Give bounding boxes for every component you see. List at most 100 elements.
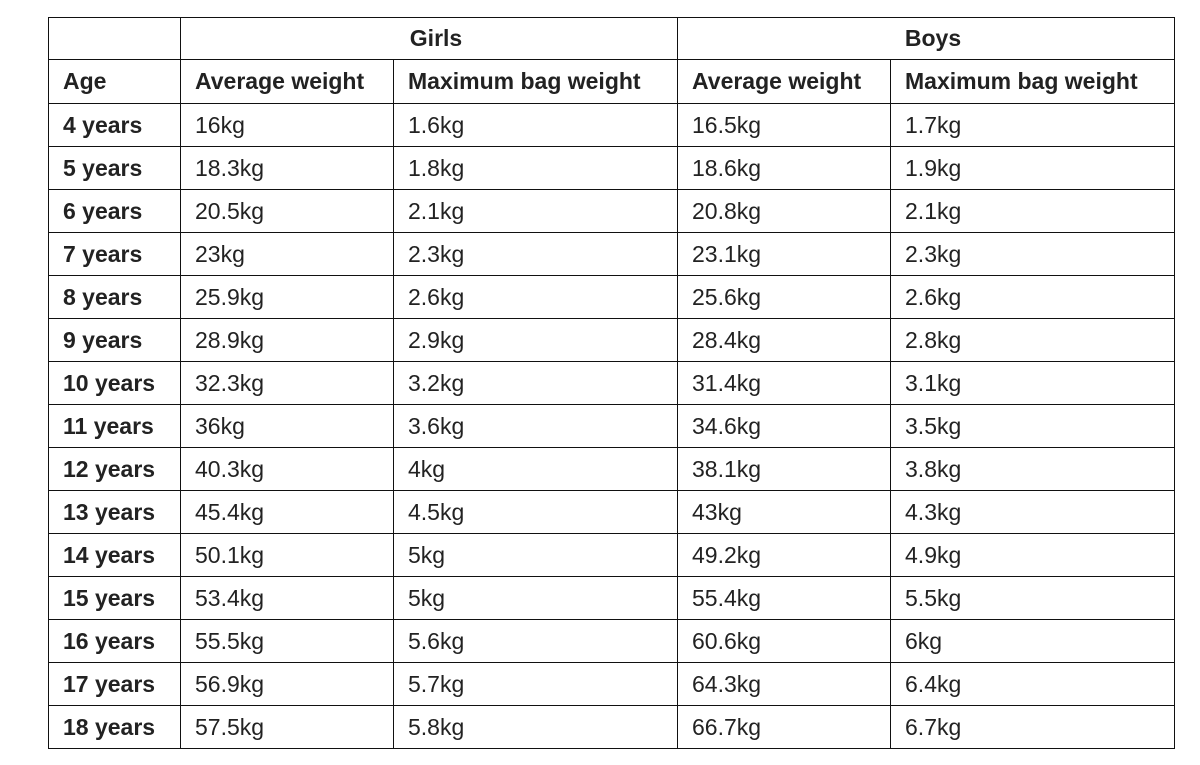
column-header: Maximum bag weight xyxy=(392,59,679,104)
weight-cell: 36kg xyxy=(180,404,394,448)
age-cell: 6 years xyxy=(48,189,181,233)
weight-cell: 2.9kg xyxy=(392,318,679,362)
table-row: 18 years 57.5kg 5.8kg 66.7kg 6.7kg xyxy=(48,705,1176,749)
column-header: Average weight xyxy=(180,59,394,104)
weight-cell: 23.1kg xyxy=(677,232,892,276)
weight-cell: 53.4kg xyxy=(180,576,394,620)
weight-cell: 3.2kg xyxy=(392,361,679,405)
table-row: 12 years 40.3kg 4kg 38.1kg 3.8kg xyxy=(48,447,1176,491)
column-header: Age xyxy=(48,59,181,104)
weight-table: Girls Boys Age Average weight Maximum bag … xyxy=(48,17,1176,749)
weight-cell: 60.6kg xyxy=(677,619,892,663)
weight-cell: 28.9kg xyxy=(180,318,394,362)
weight-cell: 18.6kg xyxy=(677,146,892,190)
weight-cell: 28.4kg xyxy=(677,318,892,362)
weight-cell: 32.3kg xyxy=(180,361,394,405)
age-cell: 11 years xyxy=(48,404,181,448)
empty-cell xyxy=(48,17,181,60)
age-cell: 9 years xyxy=(48,318,181,362)
weight-cell: 55.5kg xyxy=(180,619,394,663)
table-row: 8 years 25.9kg 2.6kg 25.6kg 2.6kg xyxy=(48,275,1176,319)
weight-cell: 4kg xyxy=(392,447,679,491)
age-cell: 14 years xyxy=(48,533,181,577)
weight-cell: 18.3kg xyxy=(180,146,394,190)
table-row: 16 years 55.5kg 5.6kg 60.6kg 6kg xyxy=(48,619,1176,663)
table-row: 15 years 53.4kg 5kg 55.4kg 5.5kg xyxy=(48,576,1176,620)
weight-cell: 38.1kg xyxy=(677,447,892,491)
weight-cell: 5kg xyxy=(392,576,679,620)
age-cell: 8 years xyxy=(48,275,181,319)
weight-cell: 25.6kg xyxy=(677,275,892,319)
weight-cell: 1.6kg xyxy=(392,103,679,147)
weight-cell: 5.8kg xyxy=(392,705,679,749)
weight-cell: 6.4kg xyxy=(890,662,1176,706)
weight-cell: 50.1kg xyxy=(180,533,394,577)
weight-cell: 16.5kg xyxy=(677,103,892,147)
weight-cell: 1.7kg xyxy=(890,103,1176,147)
table-row: 5 years 18.3kg 1.8kg 18.6kg 1.9kg xyxy=(48,146,1176,190)
weight-cell: 56.9kg xyxy=(180,662,394,706)
weight-cell: 2.1kg xyxy=(392,189,679,233)
weight-cell: 5.7kg xyxy=(392,662,679,706)
age-cell: 12 years xyxy=(48,447,181,491)
weight-cell: 3.1kg xyxy=(890,361,1176,405)
weight-cell: 34.6kg xyxy=(677,404,892,448)
column-header: Average weight xyxy=(677,59,892,104)
group-header: Girls xyxy=(179,17,679,60)
weight-cell: 6.7kg xyxy=(890,705,1176,749)
weight-cell: 1.9kg xyxy=(890,146,1176,190)
table-row: 13 years 45.4kg 4.5kg 43kg 4.3kg xyxy=(48,490,1176,534)
group-header-row: Girls Boys xyxy=(48,17,1176,60)
weight-cell: 31.4kg xyxy=(677,361,892,405)
age-cell: 17 years xyxy=(48,662,181,706)
weight-cell: 2.3kg xyxy=(890,232,1176,276)
table-body: 4 years 16kg 1.6kg 16.5kg 1.7kg 5 years 18.3kg… xyxy=(48,103,1176,749)
column-header-row: Age Average weight Maximum bag weight Avera… xyxy=(48,59,1176,104)
group-header: Boys xyxy=(677,17,1176,60)
weight-cell: 5kg xyxy=(392,533,679,577)
weight-cell: 23kg xyxy=(180,232,394,276)
age-cell: 7 years xyxy=(48,232,181,276)
weight-cell: 2.6kg xyxy=(890,275,1176,319)
weight-cell: 2.8kg xyxy=(890,318,1176,362)
age-cell: 16 years xyxy=(48,619,181,663)
table-row: 9 years 28.9kg 2.9kg 28.4kg 2.8kg xyxy=(48,318,1176,362)
weight-cell: 66.7kg xyxy=(677,705,892,749)
table-row: 11 years 36kg 3.6kg 34.6kg 3.5kg xyxy=(48,404,1176,448)
weight-cell: 40.3kg xyxy=(180,447,394,491)
table-row: 10 years 32.3kg 3.2kg 31.4kg 3.1kg xyxy=(48,361,1176,405)
table-row: 4 years 16kg 1.6kg 16.5kg 1.7kg xyxy=(48,103,1176,147)
weight-cell: 45.4kg xyxy=(180,490,394,534)
age-cell: 13 years xyxy=(48,490,181,534)
weight-cell: 3.5kg xyxy=(890,404,1176,448)
weight-cell: 2.6kg xyxy=(392,275,679,319)
weight-cell: 57.5kg xyxy=(180,705,394,749)
weight-cell: 3.8kg xyxy=(890,447,1176,491)
age-cell: 4 years xyxy=(48,103,181,147)
table-row: 14 years 50.1kg 5kg 49.2kg 4.9kg xyxy=(48,533,1176,577)
weight-cell: 2.3kg xyxy=(392,232,679,276)
age-cell: 18 years xyxy=(48,705,181,749)
weight-cell: 49.2kg xyxy=(677,533,892,577)
weight-cell: 20.8kg xyxy=(677,189,892,233)
weight-cell: 4.9kg xyxy=(890,533,1176,577)
weight-cell: 20.5kg xyxy=(180,189,394,233)
weight-cell: 2.1kg xyxy=(890,189,1176,233)
weight-cell: 5.6kg xyxy=(392,619,679,663)
weight-cell: 5.5kg xyxy=(890,576,1176,620)
weight-cell: 3.6kg xyxy=(392,404,679,448)
table-head: Girls Boys Age Average weight Maximum bag … xyxy=(48,17,1176,104)
table-row: 17 years 56.9kg 5.7kg 64.3kg 6.4kg xyxy=(48,662,1176,706)
weight-cell: 64.3kg xyxy=(677,662,892,706)
weight-cell: 4.3kg xyxy=(890,490,1176,534)
weight-cell: 43kg xyxy=(677,490,892,534)
weight-cell: 4.5kg xyxy=(392,490,679,534)
weight-cell: 6kg xyxy=(890,619,1176,663)
age-cell: 15 years xyxy=(48,576,181,620)
weight-cell: 16kg xyxy=(180,103,394,147)
age-cell: 10 years xyxy=(48,361,181,405)
column-header: Maximum bag weight xyxy=(890,59,1176,104)
table-row: 6 years 20.5kg 2.1kg 20.8kg 2.1kg xyxy=(48,189,1176,233)
age-cell: 5 years xyxy=(48,146,181,190)
